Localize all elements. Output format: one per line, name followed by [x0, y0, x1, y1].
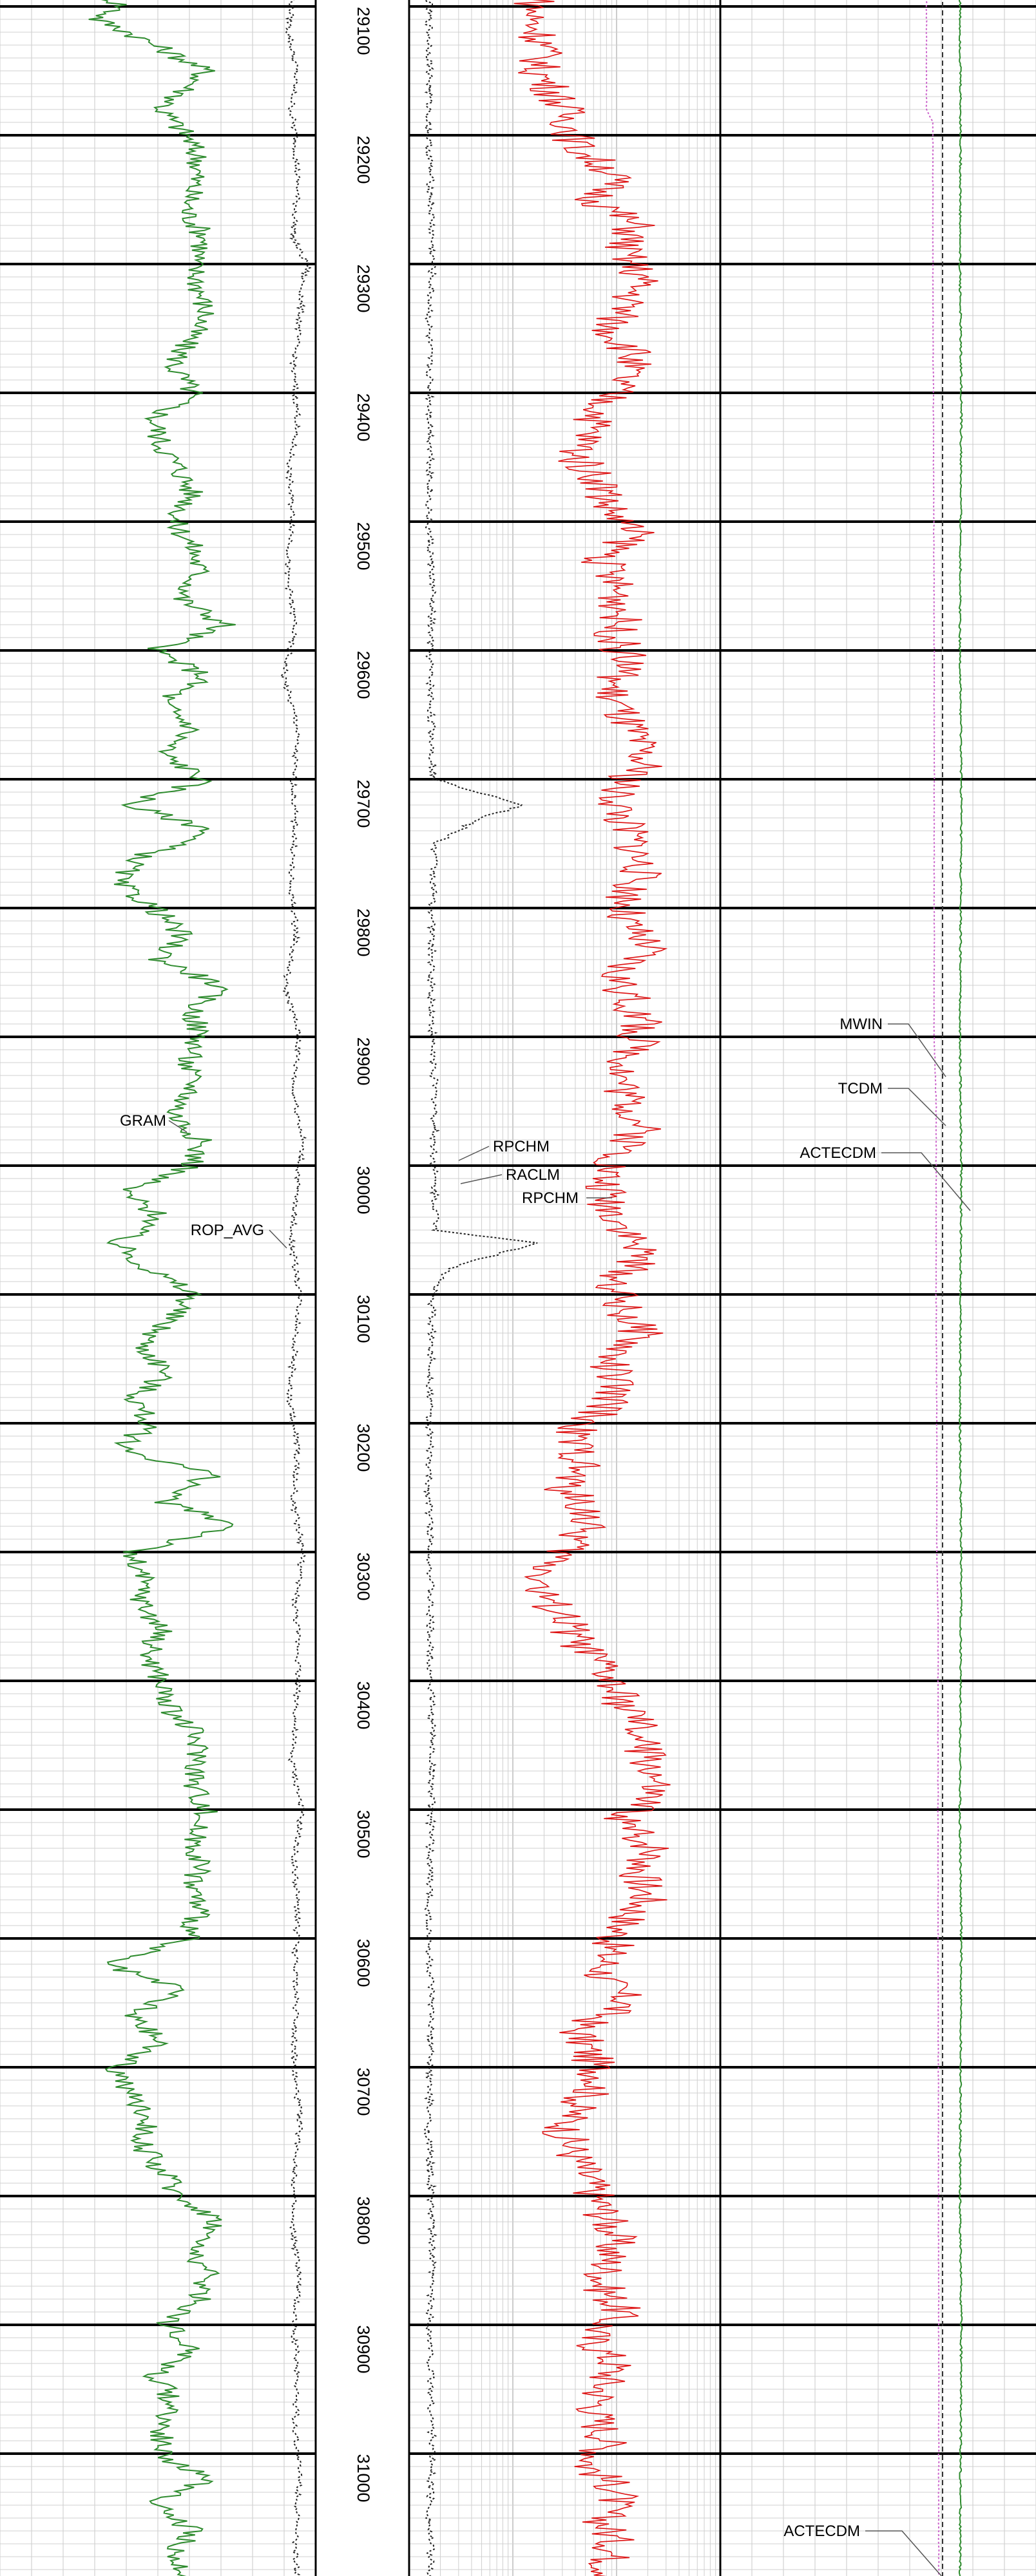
depth-tick-label: 29200	[354, 135, 373, 184]
curve-gram	[88, 0, 236, 2576]
curve-layer	[88, 0, 963, 2576]
depth-tick-label: 29700	[354, 779, 373, 828]
depth-tick-label: 31000	[354, 2454, 373, 2502]
curve-label: MWIN	[839, 1016, 883, 1033]
curve-label: ACTECDM	[800, 1144, 876, 1162]
depth-tick-label: 29600	[354, 650, 373, 699]
annotation-layer: GRAM ROP_AVG RPCHM RACLM RPCHM MWIN TCDM ACTECD…	[120, 1016, 971, 2576]
depth-tick-label: 30200	[354, 1423, 373, 1472]
depth-tick-label: 29400	[354, 393, 373, 441]
curve-label: ACTECDM	[783, 2523, 860, 2540]
depth-tick-label: 29100	[354, 6, 373, 55]
depth-tick-label: 29500	[354, 522, 373, 570]
depth-tick-label: 30300	[354, 1552, 373, 1600]
depth-tick-label: 30800	[354, 2196, 373, 2244]
curve-mwin	[925, 0, 940, 2576]
curve-label: RPCHM	[493, 1138, 550, 1155]
curve-rpchm	[513, 0, 671, 2576]
curve-label: RACLM	[506, 1166, 560, 1184]
depth-tick-label: 29300	[354, 264, 373, 312]
depth-tick-label: 30700	[354, 2067, 373, 2116]
depth-axis: 29100 29200 29300 29400 29500 29600 29700 29800…	[354, 6, 373, 2502]
curve-label: ROP_AVG	[191, 1222, 264, 1239]
annotation-leader	[460, 1174, 503, 1184]
annotation-leader	[865, 2530, 943, 2576]
annotation-leader	[168, 1120, 187, 1133]
depth-tick-label: 29900	[354, 1037, 373, 1085]
curve-rop-avg	[279, 0, 312, 2576]
curve-label: GRAM	[120, 1112, 166, 1130]
curve-raclm	[423, 0, 538, 2576]
curve-actecdm	[958, 0, 963, 2576]
depth-tick-label: 30100	[354, 1294, 373, 1343]
curve-label: RPCHM	[522, 1189, 579, 1207]
annotation-leader	[888, 1088, 946, 1126]
annotation-leader	[458, 1146, 490, 1161]
annotation-leader	[269, 1229, 287, 1249]
depth-tick-label: 30000	[354, 1166, 373, 1214]
depth-tick-label: 30500	[354, 1810, 373, 1858]
annotation-leader	[888, 1023, 946, 1077]
curve-label: TCDM	[838, 1080, 883, 1097]
depth-tick-label: 29800	[354, 908, 373, 956]
annotation-leader	[881, 1152, 971, 1211]
depth-tick-label: 30400	[354, 1681, 373, 1729]
depth-tick-label: 30600	[354, 1938, 373, 1987]
depth-tick-label: 30900	[354, 2325, 373, 2373]
